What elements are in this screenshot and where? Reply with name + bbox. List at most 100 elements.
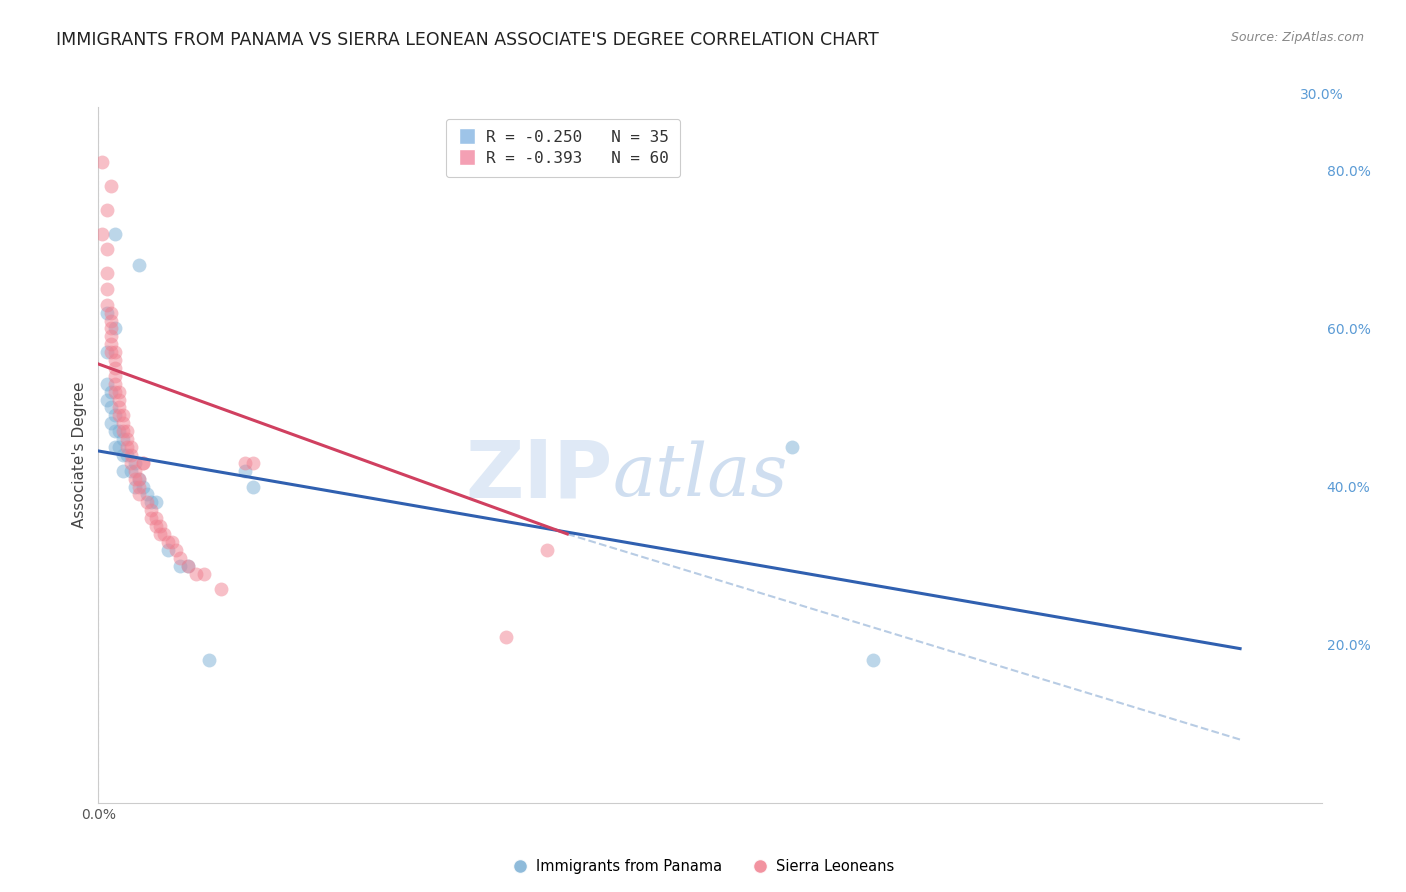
Point [132, 479, 155, 493]
Point [152, 527, 174, 541]
Point [169, 558, 191, 573]
Point [115, 432, 138, 446]
Y-axis label: Associate's Degree: Associate's Degree [72, 382, 87, 528]
Point [124, 456, 146, 470]
Point [177, 558, 200, 573]
Point [100, 337, 122, 351]
Point [100, 179, 122, 194]
Point [242, 456, 264, 470]
Point [128, 479, 150, 493]
Point [100, 313, 122, 327]
Point [128, 472, 150, 486]
Point [104, 376, 127, 391]
Point [111, 464, 134, 478]
Point [100, 321, 122, 335]
Point [100, 384, 122, 399]
Point [120, 440, 142, 454]
Point [145, 495, 167, 509]
Point [149, 519, 172, 533]
Point [100, 329, 122, 343]
Point [165, 542, 187, 557]
Point [104, 424, 127, 438]
Point [108, 440, 131, 454]
Point [233, 464, 256, 478]
Point [104, 368, 127, 383]
Point [141, 511, 163, 525]
Point [108, 409, 131, 423]
Point [156, 542, 179, 557]
Point [120, 448, 142, 462]
Point [108, 392, 131, 407]
Point [124, 464, 146, 478]
Point [96, 298, 118, 312]
Point [136, 487, 159, 501]
Point [128, 472, 150, 486]
Point [128, 258, 150, 272]
Point [209, 582, 232, 597]
Point [124, 472, 146, 486]
Point [96, 243, 118, 257]
Point [115, 448, 138, 462]
Point [111, 432, 134, 446]
Point [141, 503, 163, 517]
Point [96, 266, 118, 280]
Point [91, 227, 114, 241]
Point [100, 401, 122, 415]
Text: IMMIGRANTS FROM PANAMA VS SIERRA LEONEAN ASSOCIATE'S DEGREE CORRELATION CHART: IMMIGRANTS FROM PANAMA VS SIERRA LEONEAN… [56, 31, 879, 49]
Legend: R = -0.250   N = 35, R = -0.393   N = 60: R = -0.250 N = 35, R = -0.393 N = 60 [446, 119, 681, 178]
Text: atlas: atlas [612, 441, 787, 511]
Point [104, 409, 127, 423]
Point [156, 534, 179, 549]
Point [111, 424, 134, 438]
Point [128, 487, 150, 501]
Point [495, 630, 517, 644]
Point [536, 542, 558, 557]
Point [141, 495, 163, 509]
Point [111, 417, 134, 431]
Point [108, 384, 131, 399]
Point [124, 479, 146, 493]
Point [145, 519, 167, 533]
Point [132, 456, 155, 470]
Point [96, 282, 118, 296]
Point [115, 424, 138, 438]
Point [242, 479, 264, 493]
Point [120, 456, 142, 470]
Point [115, 440, 138, 454]
Point [186, 566, 208, 581]
Point [96, 392, 118, 407]
Point [96, 202, 118, 217]
Point [145, 511, 167, 525]
Point [104, 353, 127, 368]
Text: ZIP: ZIP [465, 437, 612, 515]
Point [104, 321, 127, 335]
Point [91, 155, 114, 169]
Point [104, 227, 127, 241]
Point [111, 409, 134, 423]
Point [108, 401, 131, 415]
Point [149, 527, 172, 541]
Legend: Immigrants from Panama, Sierra Leoneans: Immigrants from Panama, Sierra Leoneans [506, 854, 900, 880]
Point [862, 653, 884, 667]
Point [104, 360, 127, 375]
Point [132, 456, 155, 470]
Point [96, 345, 118, 359]
Point [169, 550, 191, 565]
Point [100, 305, 122, 319]
Point [104, 384, 127, 399]
Point [108, 424, 131, 438]
Point [780, 440, 803, 454]
Point [96, 305, 118, 319]
Point [136, 495, 159, 509]
Point [96, 376, 118, 391]
Point [100, 345, 122, 359]
Point [160, 534, 183, 549]
Point [193, 566, 215, 581]
Point [100, 417, 122, 431]
Point [177, 558, 200, 573]
Point [197, 653, 219, 667]
Point [104, 345, 127, 359]
Point [233, 456, 256, 470]
Text: Source: ZipAtlas.com: Source: ZipAtlas.com [1230, 31, 1364, 45]
Point [111, 448, 134, 462]
